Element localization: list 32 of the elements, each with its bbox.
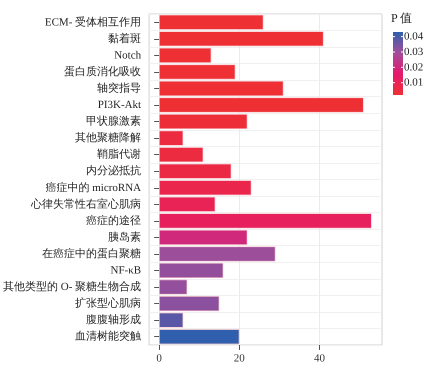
y-tick-label: 腹腹轴形成 xyxy=(86,313,142,326)
bar xyxy=(159,329,240,344)
y-tick-label: Notch xyxy=(114,49,142,62)
x-tick-label: 40 xyxy=(314,352,326,364)
color-bar-label: 0.04 xyxy=(404,30,424,43)
bar xyxy=(159,164,232,179)
y-tick-label: 在癌症中的蛋白聚糖 xyxy=(42,246,142,260)
color-bar-label: 0.03 xyxy=(404,46,424,58)
y-tick-label: NF-κB xyxy=(110,264,142,277)
color-bar-label: 0.02 xyxy=(404,61,424,74)
bar xyxy=(159,180,252,196)
y-tick-label: 内分泌抵抗 xyxy=(86,164,142,178)
y-tick-label: 黏着斑 xyxy=(108,32,142,45)
color-bar-title: P 值 xyxy=(391,11,412,25)
color-bar-label: 0.01 xyxy=(404,76,424,89)
y-tick-label: PI3K-Akt xyxy=(98,99,142,112)
y-tick-label: 蛋白质消化吸收 xyxy=(64,64,142,78)
y-tick-label: 癌症中的 microRNA xyxy=(45,180,142,194)
bar xyxy=(159,14,264,30)
y-tick-label: 扩张型心肌病 xyxy=(75,296,142,310)
y-tick-label: 癌症的途径 xyxy=(86,214,142,227)
y-tick-label: ECM- 受体相互作用 xyxy=(44,15,142,28)
y-tick-label: 轴突指导 xyxy=(97,81,142,94)
y-tick-label: 血清树能突触 xyxy=(75,330,142,343)
y-tick-label: 心律失常性右室心肌病 xyxy=(30,197,142,210)
x-tick-label: 20 xyxy=(234,352,246,364)
x-tick-label: 0 xyxy=(156,352,162,364)
y-tick-label: 胰岛素 xyxy=(108,230,142,244)
y-tick-label: 鞘脂代谢 xyxy=(97,148,142,161)
y-tick-label: 其他类型的 O- 聚糖生物合成 xyxy=(3,280,142,294)
y-tick-label: 甲状腺激素 xyxy=(86,114,142,128)
y-tick-label: 其他聚糖降解 xyxy=(75,131,142,144)
